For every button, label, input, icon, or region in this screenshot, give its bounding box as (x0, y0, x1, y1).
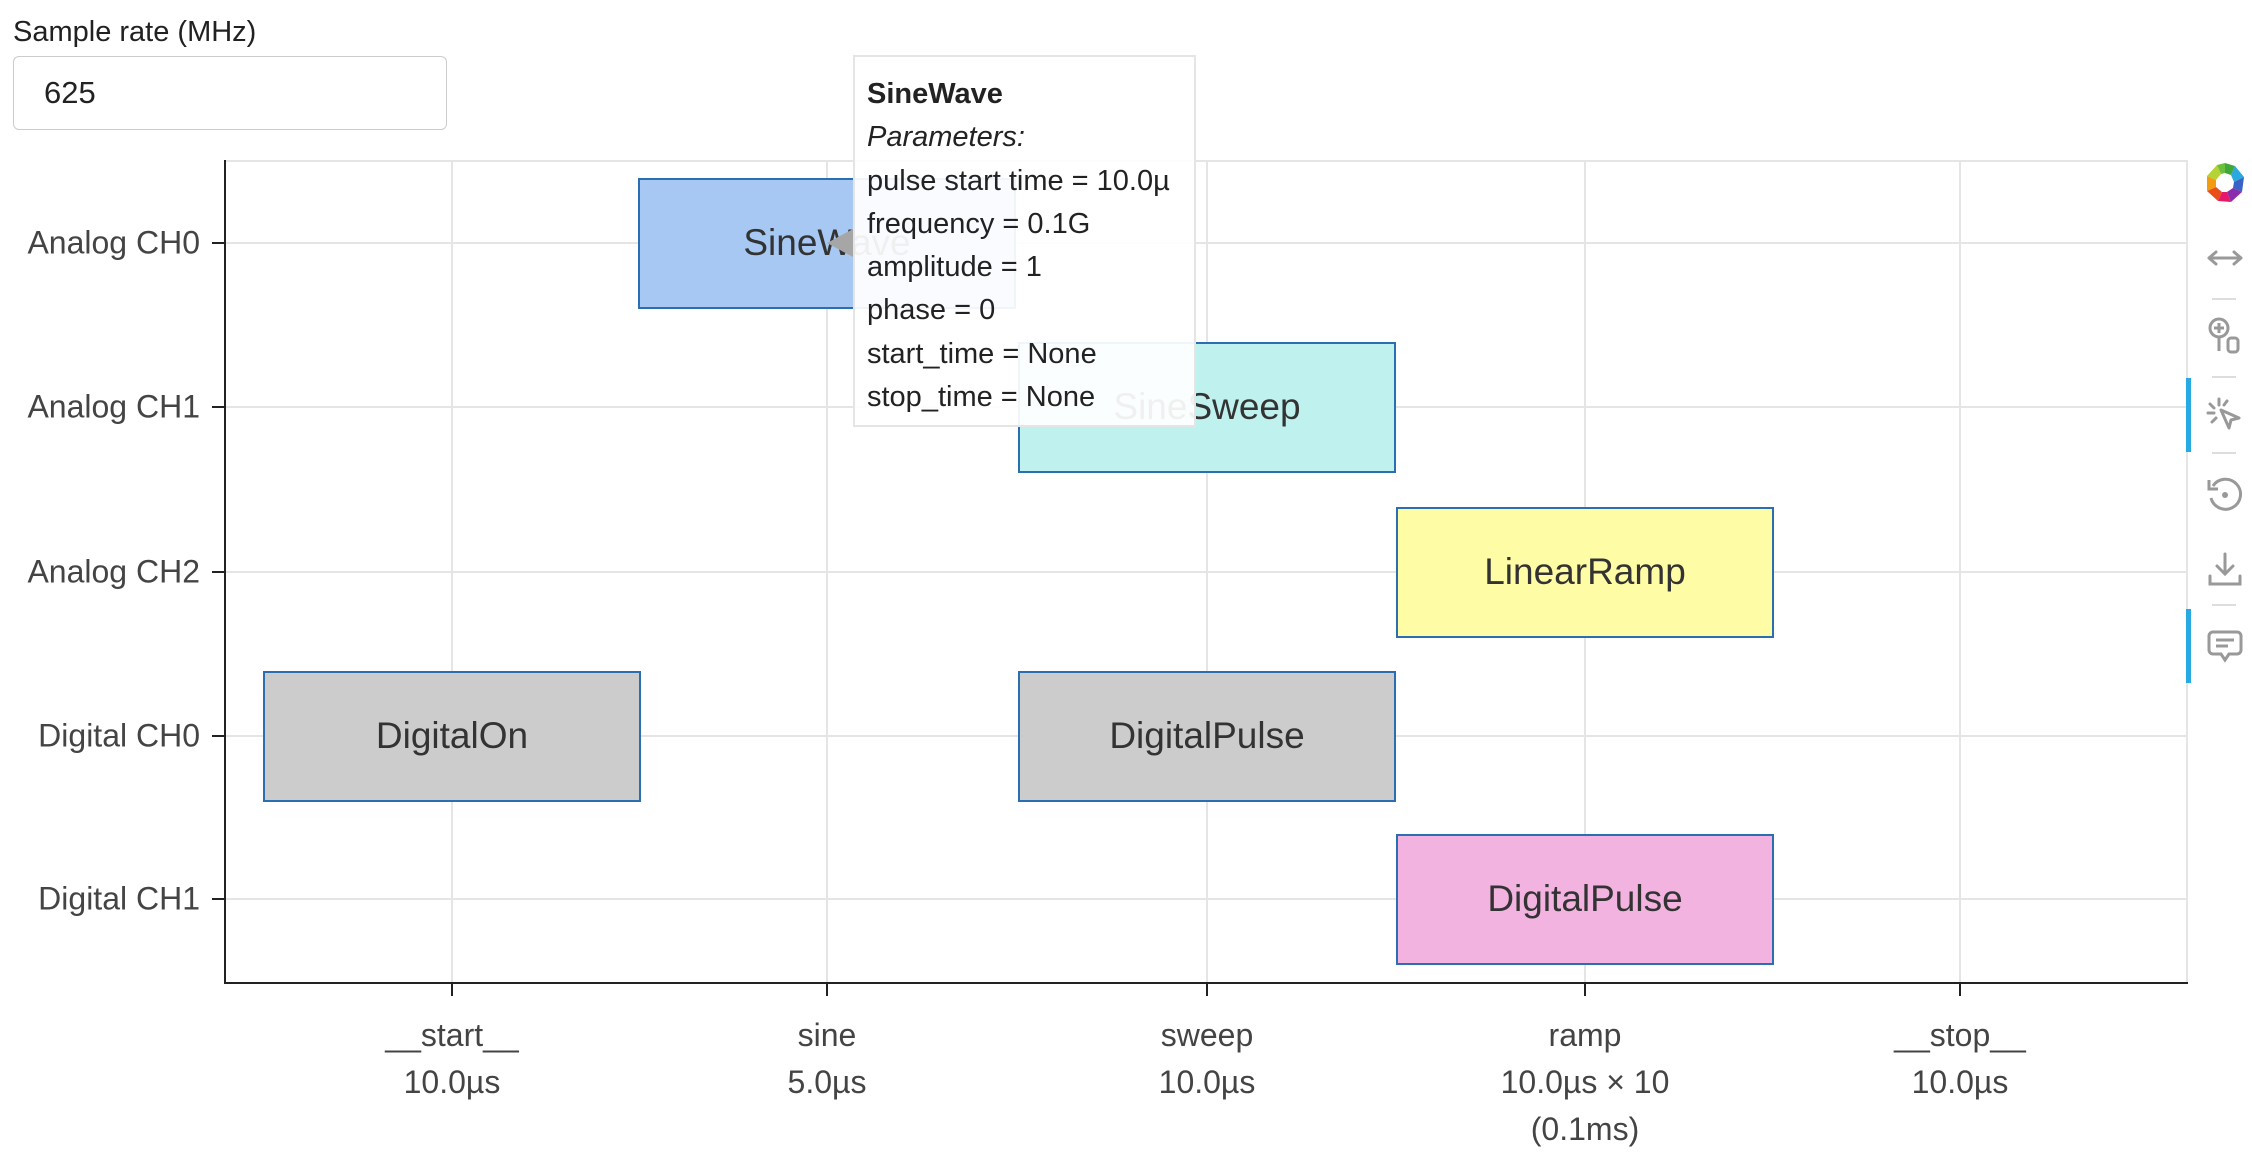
segment-name: ramp (1548, 1017, 1622, 1053)
tooltip-line: amplitude = 1 (867, 251, 1042, 284)
tooltip-subtitle: Parameters: (867, 121, 1025, 154)
segment-name: __start__ (385, 1017, 519, 1053)
segment-duration: 10.0µs (1158, 1064, 1256, 1100)
y-tick (212, 571, 224, 573)
segment-duration: 10.0µs (1911, 1064, 2009, 1100)
segment-name: sine (797, 1017, 857, 1053)
pulse-block-label: LinearRamp (1484, 551, 1686, 592)
y-axis (224, 160, 226, 984)
tooltip-title: SineWave (867, 78, 1003, 110)
segment-extra: (0.1ms) (1530, 1111, 1640, 1147)
channel-label: Analog CH0 (27, 224, 200, 261)
y-tick (212, 898, 224, 900)
pulse-block-label: DigitalPulse (1487, 878, 1683, 919)
pulse-block[interactable]: DigitalOn (263, 670, 641, 802)
tap-icon[interactable] (2200, 391, 2250, 441)
y-tick (212, 406, 224, 408)
tooltip-line: start_time = None (867, 337, 1097, 370)
segment-label: __stop__ 10.0µs (1894, 1012, 2026, 1106)
bokeh-logo-icon[interactable] (2200, 158, 2250, 208)
tooltip-arrow (827, 229, 853, 257)
pulse-block[interactable]: LinearRamp (1396, 506, 1774, 638)
active-tool-indicator (2186, 609, 2191, 683)
segment-name: sweep (1160, 1017, 1254, 1053)
x-tick (1206, 984, 1208, 996)
toolbar-divider (2212, 376, 2236, 378)
tooltip-line: stop_time = None (867, 381, 1096, 414)
channel-label: Digital CH0 (38, 717, 200, 754)
segment-label: ramp 10.0µs × 10 (0.1ms) (1501, 1012, 1670, 1153)
pulse-block[interactable]: DigitalPulse (1018, 670, 1396, 802)
x-tick (1959, 984, 1961, 996)
y-tick (212, 242, 224, 244)
segment-duration: 10.0µs × 10 (1500, 1064, 1670, 1100)
toolbar-divider (2212, 298, 2236, 300)
tooltip-line: frequency = 0.1G (867, 207, 1091, 240)
segment-label: __start__ 10.0µs (385, 1012, 518, 1106)
grid-line-vertical (451, 160, 453, 982)
y-tick (212, 735, 224, 737)
grid-line-vertical (826, 160, 828, 982)
save-icon[interactable] (2200, 545, 2250, 595)
sample-rate-input[interactable] (13, 56, 447, 130)
x-tick (451, 984, 453, 996)
x-axis (224, 982, 2188, 984)
grid-line-vertical (1959, 160, 1961, 982)
tooltip-line: phase = 0 (867, 294, 996, 327)
segment-duration: 10.0µs (403, 1064, 501, 1100)
segment-label: sweep 10.0µs (1159, 1012, 1256, 1106)
segment-label: sine 5.0µs (788, 1012, 867, 1106)
pan-icon[interactable] (2200, 233, 2250, 283)
channel-label: Analog CH2 (27, 553, 200, 590)
pulse-block-label: DigitalOn (375, 715, 529, 756)
pulse-block-label: DigitalPulse (1109, 715, 1305, 756)
toolbar-divider (2212, 604, 2236, 606)
wheel-zoom-icon[interactable] (2200, 311, 2250, 361)
grid-line-vertical (1206, 160, 1208, 982)
segment-name: __stop__ (1894, 1017, 2026, 1053)
x-tick (1584, 984, 1586, 996)
toolbar-divider (2212, 452, 2236, 454)
channel-label: Analog CH1 (27, 388, 200, 425)
hover-icon[interactable] (2200, 622, 2250, 672)
tooltip-line: pulse start time = 10.0µ (867, 164, 1170, 197)
reset-icon[interactable] (2200, 469, 2250, 519)
x-tick (826, 984, 828, 996)
channel-label: Digital CH1 (38, 880, 200, 917)
hover-tooltip: SineWave Parameters: pulse start time = … (853, 55, 1196, 427)
pulse-block[interactable]: DigitalPulse (1396, 833, 1774, 965)
plot-frame-right (2186, 160, 2188, 982)
active-tool-indicator (2186, 378, 2191, 452)
sample-rate-label: Sample rate (MHz) (13, 16, 257, 48)
segment-duration: 5.0µs (787, 1064, 867, 1100)
